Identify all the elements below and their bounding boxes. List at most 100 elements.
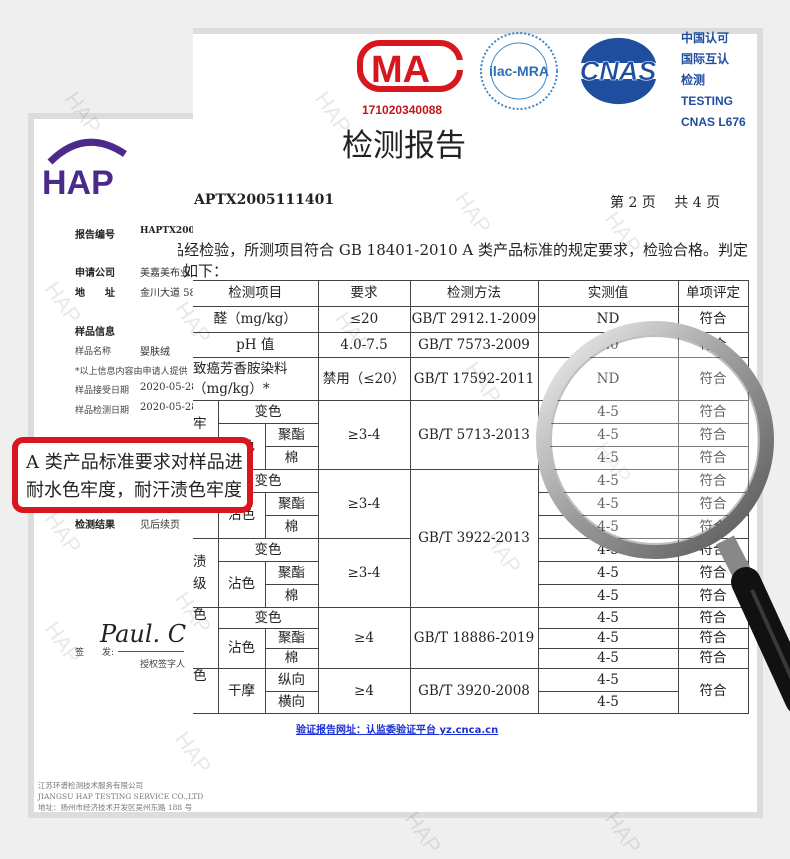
page-info: 第 2 页 共 4 页 <box>610 195 721 211</box>
callout-line: 耐水色牢度，耐汗渍色牢度 <box>26 480 242 501</box>
result-value: 见后续页 <box>140 520 180 531</box>
signature-line <box>118 651 184 652</box>
cell: GB/T 7573-2009 <box>409 332 539 358</box>
test-date-value: 2020-05-28—2 <box>140 402 215 413</box>
header-cell: 检测项目 <box>193 280 319 307</box>
cell: 4-5 <box>537 400 679 424</box>
field-label: 地 址 <box>75 288 115 299</box>
highlight-callout: A 类产品标准要求对样品进 耐水色牢度，耐汗渍色牢度 <box>12 437 253 513</box>
signature: Paul. C <box>100 620 187 648</box>
svg-text:HAP: HAP <box>42 164 114 202</box>
table-row: 棉4-5符合 <box>193 446 749 470</box>
report-page-2-lower <box>515 712 763 818</box>
cell: 4-5 <box>537 607 679 629</box>
summary-line: 如下： <box>182 262 228 280</box>
cell: GB/T 17592-2011 <box>409 357 539 401</box>
cell: 禁用（≤20） <box>317 357 411 401</box>
field-label: 样品检测日期 <box>75 406 130 416</box>
summary-text-2: 如下： <box>178 260 228 281</box>
cell: ≤20 <box>317 306 411 333</box>
accreditation-line: 国际互认 <box>681 52 730 66</box>
sign-caption: 授权签字人 <box>140 660 186 670</box>
cell: GB/T 2912.1-2009 <box>409 306 539 333</box>
accreditation-text: 中国认可 国际互认 检测 TESTING CNAS L676 <box>681 28 746 133</box>
cell-line: 级 <box>193 576 207 592</box>
test-results-table: 检测项目 要求 检测方法 实测值 单项评定 醛（mg/kg） ≤20 GB/T 2912.1… <box>193 280 749 714</box>
receive-date-value: 2020-05-28 <box>140 382 198 393</box>
field-label: 检测结果 <box>75 520 115 531</box>
cell: 符合 <box>677 446 749 470</box>
accreditation-line: 中国认可 <box>681 31 730 45</box>
cell: 符合 <box>677 400 749 424</box>
cell-line: 致癌芳香胺染料 <box>193 361 288 377</box>
ilac-mra-logo: ilac-MRA <box>478 30 560 116</box>
verify-report-link[interactable]: 验证报告网址：认监委验证平台 yz.cnca.cn <box>296 725 499 736</box>
cell: 色 <box>193 607 219 669</box>
cell: 沾色 <box>218 561 266 608</box>
cell: ≥3-4 <box>317 469 411 539</box>
cell-line: （mg/kg）* <box>193 381 270 397</box>
cell: 变色 <box>217 538 319 562</box>
summary-line: 样品经检验，所测项目符合 GB 18401-2010 A 类产品标准的规定要求，… <box>178 241 748 259</box>
cell: 符合 <box>677 423 749 447</box>
cell: 符合 <box>677 668 749 714</box>
field-label: 报告编号 <box>75 230 115 241</box>
cell: 致癌芳香胺染料 （mg/kg）* <box>193 357 319 401</box>
field-label: 样品接受日期 <box>75 386 130 396</box>
cell: 棉 <box>265 584 319 608</box>
accreditation-line: TESTING <box>681 94 734 108</box>
page-title: 检测报告 <box>342 128 466 164</box>
summary-text: 样品经检验，所测项目符合 GB 18401-2010 A 类产品标准的规定要求，… <box>178 239 748 260</box>
cell: 棉 <box>265 515 319 539</box>
cell-line: 渍 <box>193 554 207 570</box>
cell: 符合 <box>677 469 749 493</box>
accreditation-line: CNAS L676 <box>681 115 746 129</box>
cell: GB/T 5713-2013 <box>409 400 539 470</box>
cell: GB/T 3920-2008 <box>409 668 539 714</box>
footer-line: JIANGSU HAP TESTING SERVICE CO.,LTD <box>38 792 204 801</box>
cell: 4-5 <box>537 668 679 692</box>
cell: 纵向 <box>264 668 319 692</box>
cell: 4-5 <box>537 446 679 470</box>
magnifying-glass-icon <box>536 321 790 712</box>
report-number-value: HAPTX20051 <box>140 226 208 236</box>
report-number: APTX2005111401 <box>194 192 335 208</box>
cell: ≥3-4 <box>317 400 411 470</box>
cell: 4-5 <box>537 691 679 714</box>
header-cell: 检测方法 <box>409 280 539 307</box>
table-row: 色干摩 纵向 ≥4 GB/T 3920-2008 4-5 符合 <box>193 668 749 714</box>
cell: 色 <box>193 668 219 714</box>
section-heading: 样品信息 <box>75 327 115 338</box>
table-row: 牢变色≥3-4GB/T 5713-20134-5符合 <box>193 400 749 470</box>
callout-line: A 类产品标准要求对样品进 <box>26 452 243 473</box>
address-value: 金川大道 58 <box>140 288 196 299</box>
cell: 渍级 <box>193 538 219 608</box>
svg-text:ilac-MRA: ilac-MRA <box>489 63 549 79</box>
cell: GB/T 18886-2019 <box>409 607 539 669</box>
footer-line: 江苏环谱检测技术服务有限公司 <box>38 781 143 790</box>
cnas-logo: CNAS <box>571 35 666 109</box>
cma-logo: MA <box>357 40 465 96</box>
header-cell: 单项评定 <box>677 280 749 307</box>
field-label: 样品名称 <box>75 347 112 357</box>
cell: 沾色 <box>218 628 266 669</box>
accreditation-line: 检测 <box>681 73 706 87</box>
cell: 横向 <box>265 691 319 714</box>
cell: 聚酯 <box>264 561 319 585</box>
svg-text:MA: MA <box>371 49 430 91</box>
field-label: 申请公司 <box>75 268 115 279</box>
table-row: 致癌芳香胺染料（mg/kg）*禁用（≤20）GB/T 17592-2011ND符… <box>193 357 749 401</box>
info-note: *以上信息内容由申请人提供 <box>75 367 188 377</box>
cell: 聚酯 <box>264 492 319 516</box>
cell: GB/T 3922-2013 <box>409 469 539 608</box>
table-row: 横向 4-5 <box>193 691 748 714</box>
cell: ≥4 <box>317 607 411 669</box>
table-row: 醛（mg/kg） ≤20 GB/T 2912.1-2009 ND 符合 <box>193 306 749 333</box>
sample-name-value: 婴肤绒 <box>140 347 170 358</box>
company-footer: 江苏环谱检测技术服务有限公司 JIANGSU HAP TESTING SERVI… <box>38 780 203 813</box>
hap-logo: HAP <box>40 132 135 202</box>
cell: 干摩 <box>217 668 266 714</box>
sign-label: 签 发: <box>75 648 115 658</box>
cell: 符合 <box>677 628 749 649</box>
